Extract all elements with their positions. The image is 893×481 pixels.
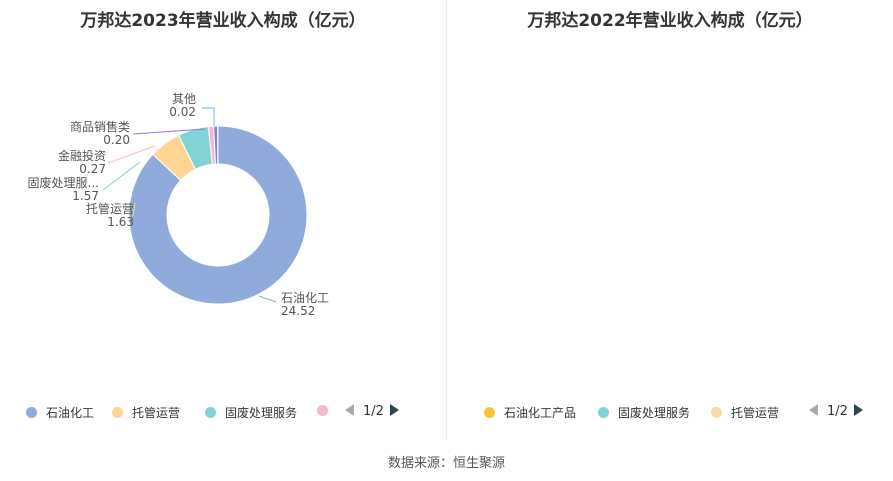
legend-item[interactable]: 托管运营 (112, 404, 180, 421)
slice-value-label: 24.52 (281, 304, 315, 318)
leader-line (132, 202, 136, 217)
legend-label: 托管运营 (132, 406, 181, 420)
leader-line (107, 145, 156, 164)
leader-line (258, 295, 277, 303)
slice-label: 固废处理服... (28, 175, 99, 190)
legend-dot-icon (598, 407, 609, 418)
leader-line (132, 128, 206, 135)
chart-panel-2022: 万邦达2022年营业收入构成（亿元） 石油化工产品23.30固废处理服务1.82… (447, 0, 893, 440)
slice-label: 金融投资 (58, 148, 106, 163)
slice-label: 石油化工 (281, 291, 329, 305)
legend-item[interactable]: 托管运营 (711, 404, 779, 421)
leader-line (202, 107, 215, 126)
leader-line (102, 161, 141, 191)
chart-legend: 石油化工产品 固废处理服务 托管运营 1/2 (447, 402, 893, 424)
chart-legend: 石油化工 托管运营 固废处理服务 1/2 (0, 402, 446, 424)
legend-pager: 1/2 (345, 404, 399, 419)
panel-divider (446, 0, 447, 440)
next-page-icon[interactable] (853, 404, 863, 416)
chart-title: 万邦达2023年营业收入构成（亿元） (80, 11, 366, 31)
data-source: 数据来源：恒生聚源 (387, 456, 505, 471)
chart-title: 万邦达2022年营业收入构成（亿元） (527, 11, 813, 31)
legend-pager: 1/2 (809, 404, 863, 419)
legend-item[interactable]: 固废处理服务 (205, 404, 297, 421)
slice-label: 其他 (172, 92, 196, 106)
legend-dot-icon (484, 407, 495, 418)
legend-dot-icon (112, 407, 123, 418)
legend-item[interactable]: 固废处理服务 (598, 404, 690, 421)
legend-page-number: 1/2 (363, 404, 384, 419)
donut-chart-2022: 石油化工产品23.30固废处理服务1.82托管运营1.54金融业务收入0.28商… (447, 0, 893, 400)
slice-value-label: 0.20 (103, 133, 130, 147)
legend-label: 固废处理服务 (225, 406, 298, 420)
legend-dot-icon (26, 407, 37, 418)
slice-value-label: 0.27 (79, 162, 106, 176)
legend-page-number: 1/2 (827, 404, 848, 419)
slice-label: 商品销售类 (70, 119, 130, 134)
legend-label: 石油化工 (46, 406, 95, 420)
donut-slice[interactable] (128, 125, 308, 305)
next-page-icon[interactable] (389, 404, 399, 416)
prev-page-icon[interactable] (809, 404, 818, 416)
slice-value-label: 0.02 (169, 105, 196, 119)
slice-label: 托管运营 (86, 201, 134, 216)
legend-item[interactable]: 石油化工 (26, 404, 94, 421)
legend-dot-icon (205, 407, 216, 418)
legend-item[interactable] (317, 404, 337, 418)
legend-label: 固废处理服务 (618, 406, 691, 420)
slice-value-label: 1.63 (107, 215, 134, 229)
chart-panel-2023: 万邦达2023年营业收入构成（亿元） 石油化工 24.52 托管运营 1.63 固废处理… (0, 0, 446, 440)
legend-label: 石油化工产品 (504, 406, 577, 420)
legend-label: 托管运营 (731, 406, 780, 420)
legend-dot-icon (711, 407, 722, 418)
slice-value-label: 1.57 (72, 189, 99, 203)
legend-dot-icon (317, 405, 328, 416)
legend-item[interactable]: 石油化工产品 (484, 404, 576, 421)
prev-page-icon[interactable] (345, 404, 354, 416)
